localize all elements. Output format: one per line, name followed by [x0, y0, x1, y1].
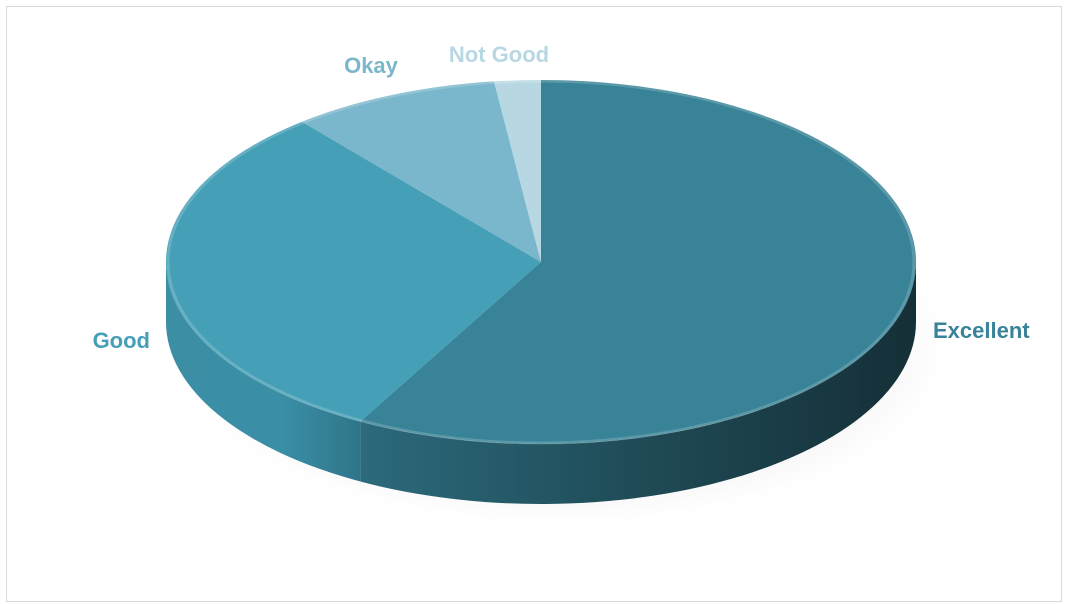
slice-label-good: Good	[93, 328, 150, 353]
pie-slice-good	[165, 121, 541, 422]
pie-tops	[165, 79, 916, 445]
slice-label-not-good: Not Good	[449, 42, 549, 67]
pie-sides	[166, 262, 916, 504]
slice-label-excellent: Excellent	[933, 318, 1030, 343]
pie-slice-not-good	[494, 80, 541, 262]
pie-labels: Excellent Good Okay Not Good	[93, 42, 1031, 353]
pie-slice-excellent	[360, 80, 916, 444]
slice-label-okay: Okay	[344, 53, 399, 78]
pie-slice-okay	[301, 81, 541, 263]
pie-side-good	[166, 262, 361, 482]
pie-rim-highlight	[166, 79, 916, 445]
pie-side-excellent	[360, 262, 916, 504]
